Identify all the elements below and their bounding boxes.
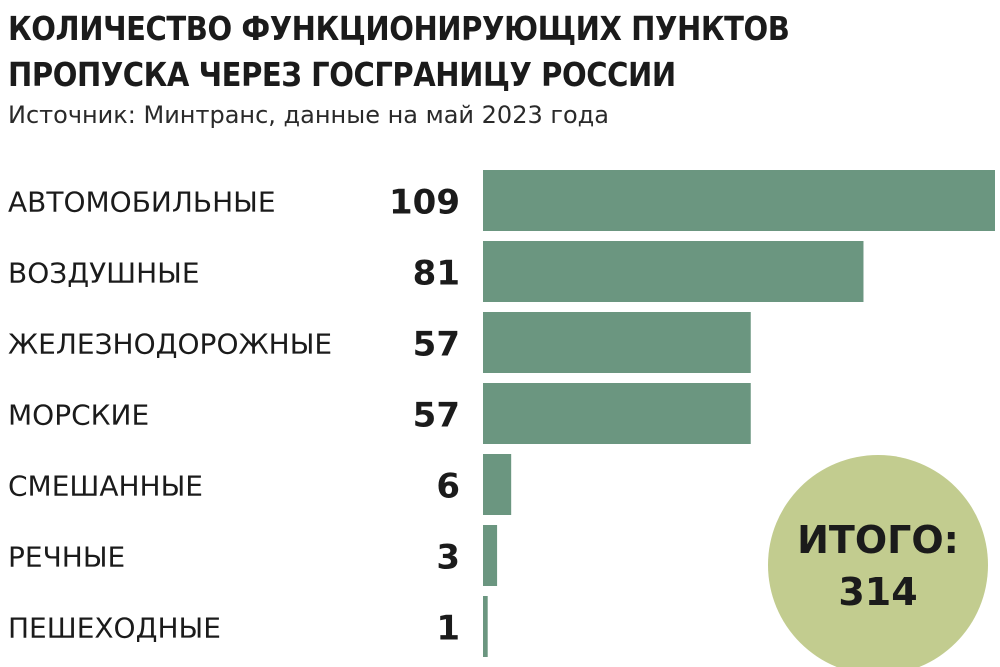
value-label: 1 xyxy=(436,609,460,649)
category-label: АВТОМОБИЛЬНЫЕ xyxy=(8,186,276,219)
value-label: 57 xyxy=(413,396,460,436)
category-label: СМЕШАННЫЕ xyxy=(8,470,203,503)
category-label: РЕЧНЫЕ xyxy=(8,541,125,574)
bar-7 xyxy=(483,596,488,657)
category-label: МОРСКИЕ xyxy=(8,399,149,432)
bar-6 xyxy=(483,525,498,586)
total-value: 314 xyxy=(838,570,917,614)
bar-3 xyxy=(483,312,751,373)
category-label: ЖЕЛЕЗНОДОРОЖНЫЕ xyxy=(8,328,332,361)
category-label: ВОЗДУШНЫЕ xyxy=(8,257,200,290)
category-label: ПЕШЕХОДНЫЕ xyxy=(8,612,221,645)
bar-1 xyxy=(483,170,995,231)
bar-2 xyxy=(483,241,864,302)
value-label: 109 xyxy=(389,183,460,223)
bar-5 xyxy=(483,454,512,515)
value-label: 3 xyxy=(436,538,460,578)
chart-title-line2: ПРОПУСКА ЧЕРЕЗ ГОСГРАНИЦУ РОССИИ xyxy=(8,55,676,94)
value-label: 81 xyxy=(413,254,460,294)
chart-subtitle: Источник: Минтранс, данные на май 2023 г… xyxy=(8,101,609,129)
bar-chart: АВТОМОБИЛЬНЫЕ 109 ВОЗДУШНЫЕ 81 ЖЕЛЕЗНОДОРОЖН… xyxy=(8,170,995,667)
total-label: ИТОГО: xyxy=(797,518,959,562)
bar-4 xyxy=(483,383,751,444)
chart-title: КОЛИЧЕСТВО ФУНКЦИОНИРУЮЩИХ ПУНКТОВ ПРОПУ… xyxy=(8,6,976,98)
value-label: 6 xyxy=(436,467,460,507)
value-label: 57 xyxy=(413,325,460,365)
total-badge xyxy=(768,455,988,667)
chart-title-line1: КОЛИЧЕСТВО ФУНКЦИОНИРУЮЩИХ ПУНКТОВ xyxy=(8,9,790,48)
